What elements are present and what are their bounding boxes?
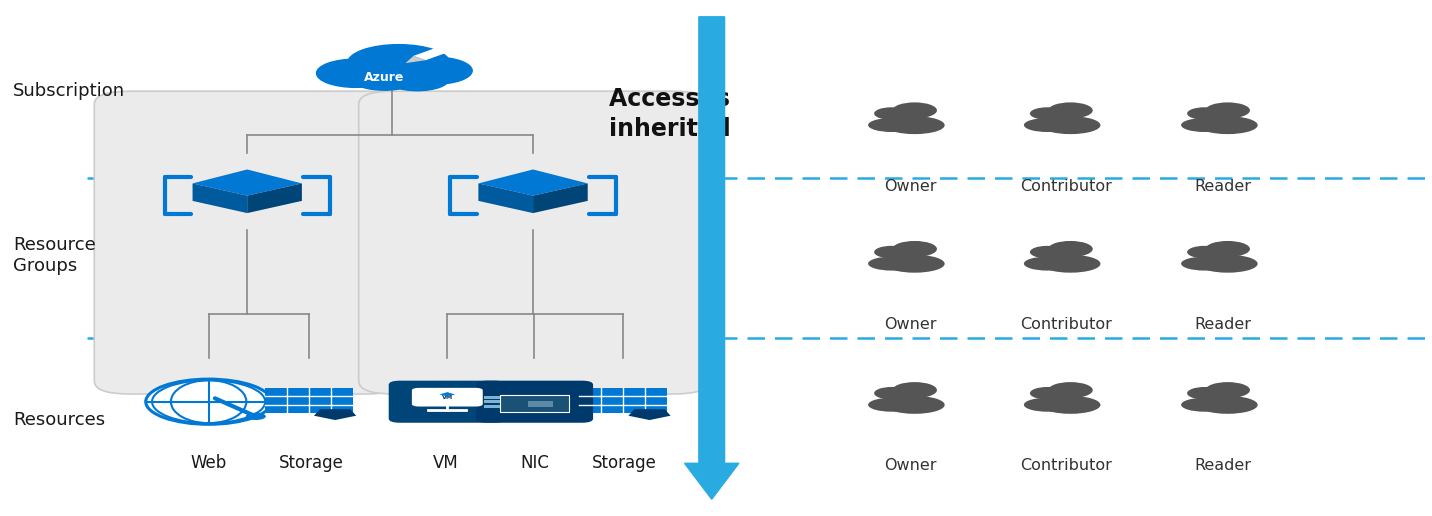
Ellipse shape — [885, 255, 945, 272]
FancyBboxPatch shape — [484, 396, 500, 398]
Ellipse shape — [1197, 255, 1257, 272]
Ellipse shape — [868, 256, 915, 270]
Ellipse shape — [885, 116, 945, 134]
Text: Reader: Reader — [1194, 458, 1252, 473]
Ellipse shape — [1041, 255, 1100, 272]
Circle shape — [146, 379, 272, 424]
Circle shape — [1048, 102, 1093, 118]
Circle shape — [1048, 382, 1093, 398]
Ellipse shape — [1024, 118, 1071, 132]
Ellipse shape — [1041, 396, 1100, 414]
Circle shape — [1206, 102, 1250, 118]
Circle shape — [874, 387, 909, 399]
Text: Owner: Owner — [884, 458, 937, 473]
Text: NIC: NIC — [520, 454, 548, 472]
Polygon shape — [478, 169, 587, 196]
Text: Contributor: Contributor — [1020, 179, 1113, 194]
Ellipse shape — [1197, 116, 1257, 134]
FancyBboxPatch shape — [265, 388, 352, 413]
Circle shape — [397, 57, 473, 84]
Polygon shape — [192, 183, 248, 213]
Text: Subscription: Subscription — [13, 82, 125, 100]
Circle shape — [1187, 246, 1221, 259]
Polygon shape — [478, 183, 533, 213]
Circle shape — [1187, 387, 1221, 399]
FancyBboxPatch shape — [528, 401, 553, 407]
Text: Azure: Azure — [364, 71, 405, 84]
Polygon shape — [248, 183, 302, 213]
Circle shape — [1030, 387, 1064, 399]
Text: Owner: Owner — [884, 317, 937, 332]
Circle shape — [892, 382, 937, 398]
Text: Resources: Resources — [13, 411, 105, 429]
Circle shape — [316, 59, 395, 87]
Circle shape — [1030, 246, 1064, 259]
Text: Reader: Reader — [1194, 317, 1252, 332]
Polygon shape — [314, 409, 357, 420]
Text: Web: Web — [190, 454, 226, 472]
FancyBboxPatch shape — [388, 381, 505, 423]
Circle shape — [246, 413, 266, 420]
FancyBboxPatch shape — [500, 395, 569, 412]
Circle shape — [1206, 382, 1250, 398]
Circle shape — [351, 67, 418, 90]
Ellipse shape — [868, 398, 915, 412]
Text: Storage: Storage — [591, 454, 657, 472]
Ellipse shape — [1197, 396, 1257, 414]
Text: Reader: Reader — [1194, 179, 1252, 194]
Circle shape — [874, 107, 909, 120]
Text: Storage: Storage — [279, 454, 344, 472]
Ellipse shape — [868, 118, 915, 132]
Text: Contributor: Contributor — [1020, 458, 1113, 473]
Ellipse shape — [1181, 118, 1227, 132]
Circle shape — [1048, 241, 1093, 257]
Ellipse shape — [1024, 256, 1071, 270]
Circle shape — [1187, 107, 1221, 120]
Circle shape — [348, 44, 450, 82]
Text: Access is
inherited: Access is inherited — [609, 87, 730, 141]
Polygon shape — [440, 392, 455, 396]
Ellipse shape — [1024, 398, 1071, 412]
Text: VM: VM — [441, 395, 453, 400]
Polygon shape — [192, 169, 302, 196]
Ellipse shape — [1041, 116, 1100, 134]
Ellipse shape — [1181, 398, 1227, 412]
Circle shape — [892, 102, 937, 118]
Text: Owner: Owner — [884, 179, 937, 194]
Circle shape — [1030, 107, 1064, 120]
FancyBboxPatch shape — [358, 91, 709, 394]
FancyBboxPatch shape — [484, 400, 500, 403]
Circle shape — [874, 246, 909, 259]
FancyBboxPatch shape — [475, 381, 593, 423]
Circle shape — [385, 68, 448, 91]
Circle shape — [892, 241, 937, 257]
Polygon shape — [533, 183, 587, 213]
Polygon shape — [629, 409, 670, 420]
FancyBboxPatch shape — [484, 405, 500, 408]
Ellipse shape — [885, 396, 945, 414]
Polygon shape — [405, 56, 425, 63]
Polygon shape — [414, 37, 478, 60]
FancyBboxPatch shape — [95, 91, 401, 394]
FancyBboxPatch shape — [412, 388, 483, 407]
Circle shape — [1206, 241, 1250, 257]
Text: Contributor: Contributor — [1020, 317, 1113, 332]
Text: Resource
Groups: Resource Groups — [13, 236, 96, 275]
FancyBboxPatch shape — [579, 388, 667, 413]
Text: VM: VM — [432, 454, 458, 472]
FancyArrow shape — [684, 17, 739, 499]
Ellipse shape — [1181, 256, 1227, 270]
